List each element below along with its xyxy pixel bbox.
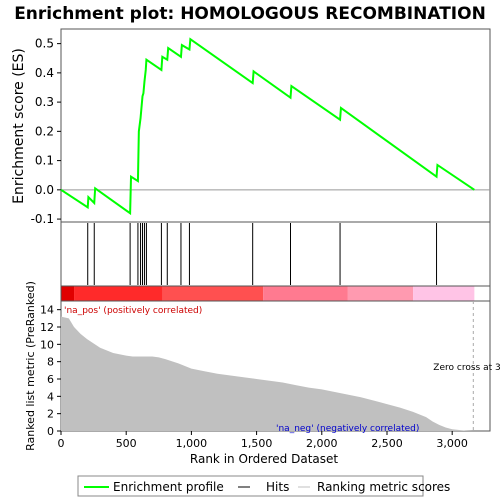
legend-label: Enrichment profile: [113, 480, 224, 494]
metric-y-tick-label: 0: [47, 425, 54, 438]
colorbar-segment: [347, 286, 414, 301]
chart-title: Enrichment plot: HOMOLOGOUS RECOMBINATIO…: [14, 4, 486, 24]
es-y-axis: -0.1 0.0 0.1 0.2 0.3 0.4 0.5: [31, 37, 61, 226]
x-tick-label: 0: [58, 437, 65, 450]
legend-box: [77, 475, 424, 497]
hits-marks: [87, 223, 438, 285]
metric-y-tick-label: 4: [47, 390, 54, 403]
es-y-tick-label: 0.3: [35, 95, 54, 109]
metric-y-tick-label: 10: [40, 338, 54, 351]
neg-label: 'na_neg' (negatively correlated): [276, 424, 419, 434]
zero-cross-label: Zero cross at 3162: [433, 363, 500, 373]
es-y-tick-label: 0.5: [35, 37, 54, 51]
x-axis-label: Rank in Ordered Dataset: [190, 452, 338, 466]
es-y-tick-label: -0.1: [31, 212, 54, 226]
x-tick-label: 2,000: [306, 437, 338, 450]
metric-y-axis: 0 2 4 6 8 10 12 14: [40, 304, 61, 438]
legend: Enrichment profile Hits Ranking metric sco…: [84, 480, 450, 494]
colorbar-segment: [61, 286, 75, 301]
metric-y-tick-label: 12: [40, 321, 54, 334]
pos-label: 'na_pos' (positively correlated): [64, 306, 202, 316]
x-tick-label: 1,000: [176, 437, 208, 450]
metric-y-label: Ranked list metric (PreRanked): [24, 281, 37, 451]
metric-y-tick-label: 8: [47, 356, 54, 369]
colorbar-segment: [74, 286, 163, 301]
ranking-colorbar: [61, 286, 475, 301]
enrichment-profile-line: [60, 37, 475, 216]
es-y-tick-label: 0.2: [35, 124, 54, 138]
colorbar-segment: [162, 286, 264, 301]
colorbar-segment: [413, 286, 475, 301]
metric-y-tick-label: 14: [40, 304, 54, 317]
legend-label: Ranking metric scores: [317, 480, 450, 494]
metric-x-axis: 0 500 1,000 1,500 2,000 2,500 3,000: [58, 431, 468, 450]
x-tick-label: 2,500: [371, 437, 403, 450]
metric-y-tick-label: 2: [47, 408, 54, 421]
x-tick-label: 500: [116, 437, 137, 450]
legend-label: Hits: [266, 480, 289, 494]
x-tick-label: 1,500: [241, 437, 273, 450]
es-y-tick-label: 0.1: [35, 154, 54, 168]
es-panel-frame: [60, 28, 491, 223]
x-tick-label: 3,000: [436, 437, 468, 450]
es-y-label: Enrichment score (ES): [11, 48, 27, 204]
ranking-metric-area: [61, 316, 474, 431]
es-y-tick-label: 0.0: [35, 183, 54, 197]
es-y-tick-label: 0.4: [35, 66, 54, 80]
colorbar-segment: [263, 286, 348, 301]
metric-y-tick-label: 6: [47, 373, 54, 386]
hits-panel-frame: [60, 221, 491, 287]
